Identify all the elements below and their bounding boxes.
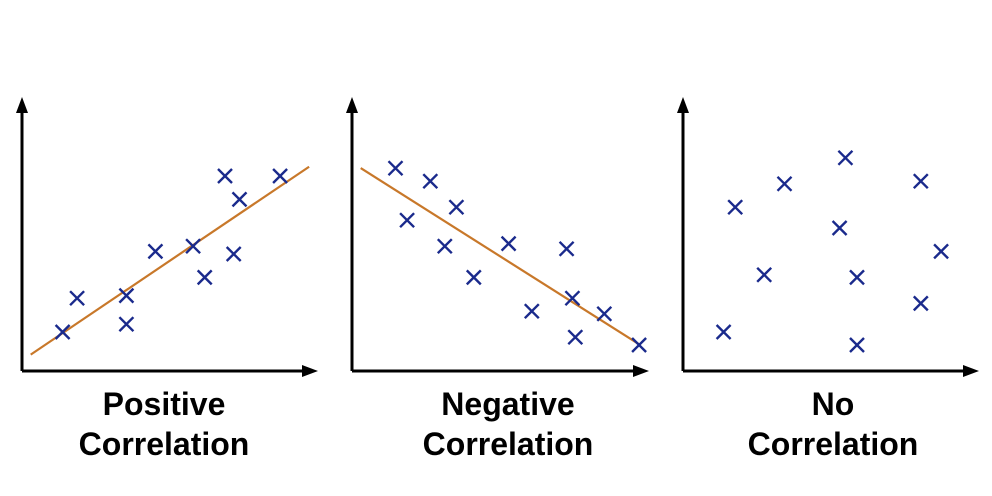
data-point-x-marker <box>118 316 135 333</box>
caption-line-1: No <box>811 386 855 422</box>
data-point-x-marker <box>831 220 848 236</box>
trend-line <box>360 167 640 346</box>
x-axis-arrow-icon <box>302 365 318 377</box>
data-point-x-marker <box>715 324 732 340</box>
data-point-x-marker <box>912 173 929 190</box>
data-point-x-marker <box>69 290 85 307</box>
data-point-x-marker <box>523 303 540 320</box>
data-point-x-marker <box>225 246 242 262</box>
caption-line-2: Correlation <box>78 426 250 462</box>
data-point-x-marker <box>596 305 613 322</box>
data-point-x-marker <box>422 173 439 190</box>
data-point-x-marker <box>217 168 233 184</box>
data-point-x-marker <box>465 269 482 286</box>
data-point-x-marker <box>54 324 71 340</box>
caption-line-1: Negative <box>441 386 575 422</box>
data-point-x-marker <box>147 243 164 260</box>
data-point-x-marker <box>196 269 213 286</box>
data-point-x-marker <box>185 238 201 255</box>
data-point-x-marker <box>564 290 581 307</box>
data-point-x-marker <box>776 175 793 192</box>
data-point-x-marker <box>399 212 415 229</box>
caption-line-2: Correlation <box>422 426 594 462</box>
negative-correlation-caption: Negative Correlation <box>388 384 628 464</box>
data-point-x-marker <box>436 238 453 255</box>
data-point-x-marker <box>387 160 404 177</box>
negative-correlation-plot <box>346 97 649 377</box>
no-correlation-plot <box>677 97 979 377</box>
data-point-x-marker <box>118 287 135 304</box>
caption-line-1: Positive <box>102 386 226 422</box>
y-axis-arrow-icon <box>677 97 689 113</box>
positive-correlation-plot <box>16 97 318 377</box>
data-point-x-marker <box>912 295 929 312</box>
y-axis-arrow-icon <box>16 97 28 113</box>
trend-line <box>30 165 310 356</box>
y-axis-arrow-icon <box>346 97 358 113</box>
data-point-x-marker <box>756 266 773 283</box>
no-correlation-caption: No Correlation <box>713 384 953 464</box>
x-axis-arrow-icon <box>633 365 649 377</box>
data-point-x-marker <box>567 329 584 346</box>
data-point-x-marker <box>231 191 248 208</box>
data-point-x-marker <box>849 269 865 286</box>
data-point-x-marker <box>558 240 575 257</box>
data-point-x-marker <box>727 199 744 216</box>
data-point-x-marker <box>849 337 865 353</box>
positive-correlation-caption: Positive Correlation <box>44 384 284 464</box>
caption-line-2: Correlation <box>747 426 919 462</box>
data-point-x-marker <box>500 235 517 252</box>
data-point-x-marker <box>837 149 854 166</box>
data-point-x-marker <box>448 199 465 216</box>
data-point-x-marker <box>933 243 949 260</box>
data-point-x-marker <box>631 337 647 353</box>
x-axis-arrow-icon <box>963 365 979 377</box>
data-point-x-marker <box>272 168 288 184</box>
